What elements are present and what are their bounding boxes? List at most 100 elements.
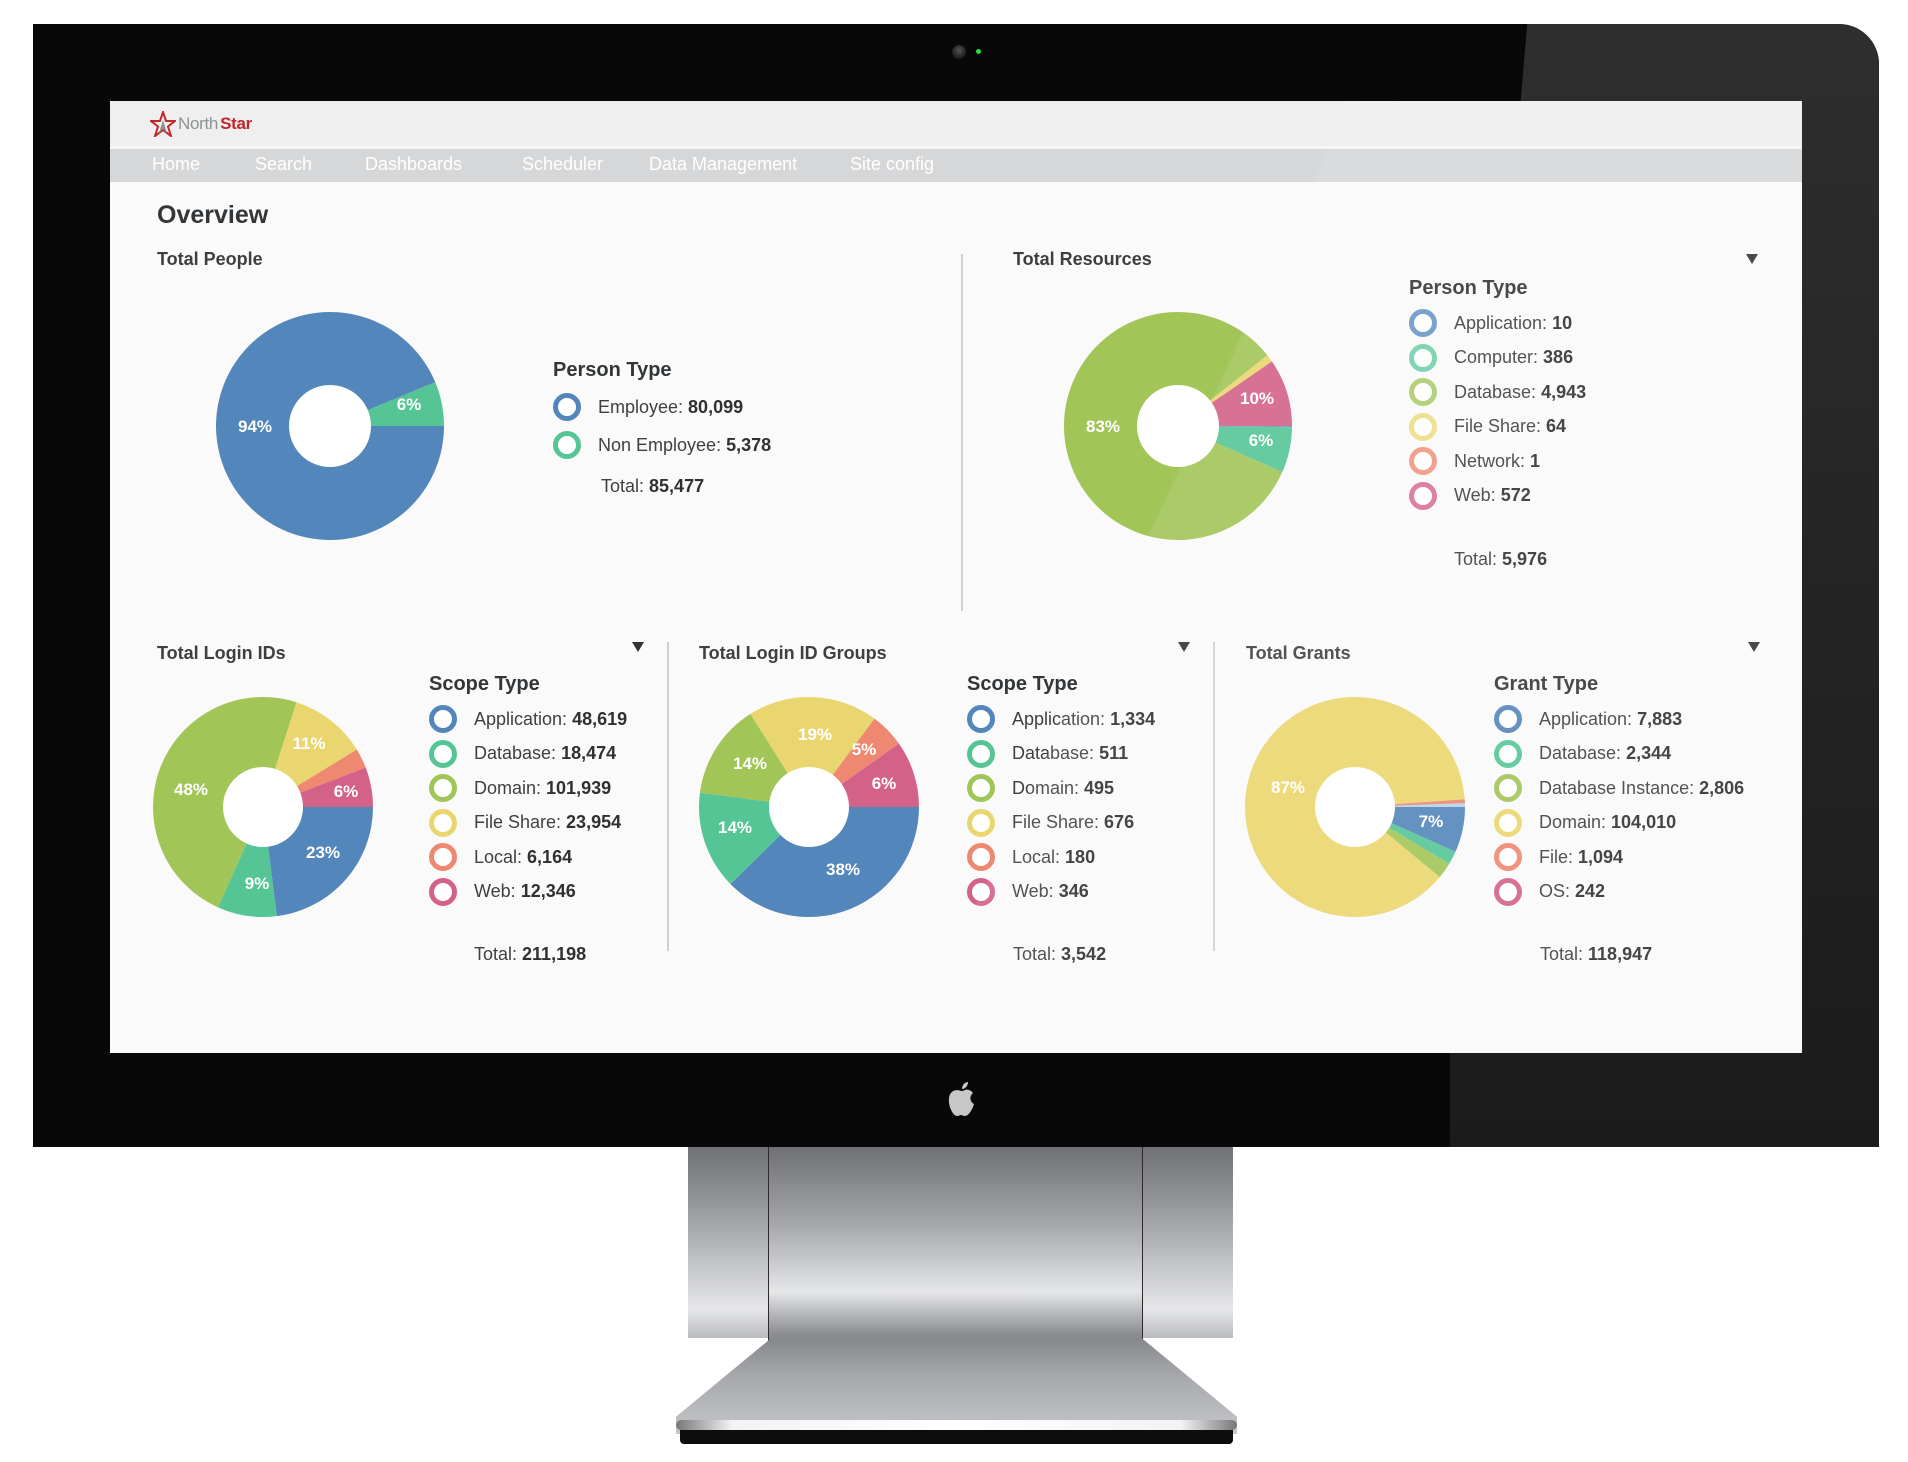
legend-item-database[interactable]: Database: 18,474: [429, 737, 627, 772]
legend-item-file-share[interactable]: File Share: 676: [967, 806, 1155, 841]
legend-item-file[interactable]: File: 1,094: [1494, 840, 1744, 875]
legend-dot-icon: [429, 808, 457, 837]
legend-label: Domain:: [1012, 777, 1080, 798]
legend-item-employee[interactable]: Employee: 80,099: [553, 388, 771, 426]
legend-label: Non Employee:: [598, 434, 722, 455]
slice-percent-label: 5%: [852, 740, 877, 759]
legend-label: File Share:: [1012, 812, 1100, 833]
legend-item-non-employee[interactable]: Non Employee: 5,378: [553, 426, 771, 464]
legend-item-application[interactable]: Application: 7,883: [1494, 702, 1744, 737]
legend-item-database[interactable]: Database: 511: [967, 737, 1155, 772]
pie-slice[interactable]: [730, 807, 919, 917]
legend-item-web[interactable]: Web: 572: [1409, 479, 1586, 514]
donut-hole: [1137, 385, 1219, 467]
legend-dot-icon: [429, 705, 457, 734]
legend-item-local[interactable]: Local: 6,164: [429, 840, 627, 875]
legend-item-os[interactable]: OS: 242: [1494, 875, 1744, 910]
nav-scheduler[interactable]: Scheduler: [522, 154, 604, 174]
total-resources-dropdown-arrow-icon[interactable]: [1746, 254, 1758, 264]
nav-dashboards[interactable]: Dashboards: [365, 154, 463, 174]
legend-dot-icon: [429, 843, 457, 872]
legend-dot-icon: [553, 431, 581, 459]
total-people-donut-chart[interactable]: 94% 6%: [215, 311, 445, 541]
legend-value: 104,010: [1611, 812, 1677, 833]
legend-label: Database:: [1539, 743, 1622, 764]
slice-percent-label: 6%: [872, 774, 897, 793]
northstar-logo[interactable]: North Star: [150, 111, 252, 137]
legend-item-application[interactable]: Application: 48,619: [429, 702, 627, 737]
legend-value: 23,954: [566, 812, 622, 833]
monitor-stand-shadow: [680, 1430, 1233, 1444]
total-people-title: Total People: [157, 249, 263, 269]
legend-item-application[interactable]: Application: 1,334: [967, 702, 1155, 737]
total-login-ids-donut-chart[interactable]: 23% 9% 48% 11% 6%: [152, 696, 374, 918]
pie-slice[interactable]: [750, 697, 875, 807]
total-people-total: Total: 85,477: [601, 476, 704, 497]
legend-item-file-share[interactable]: File Share: 64: [1409, 410, 1586, 445]
total-grants-donut-chart[interactable]: 7% 87%: [1244, 696, 1466, 918]
legend-value: 346: [1058, 881, 1089, 902]
legend-item-web[interactable]: Web: 12,346: [429, 875, 627, 910]
legend-title: Person Type: [553, 359, 672, 381]
total-login-ids-dropdown-arrow-icon[interactable]: [632, 642, 644, 652]
legend-label: File:: [1539, 846, 1574, 867]
monitor-stand-foot: [676, 1338, 1237, 1434]
total-label: Total:: [601, 476, 645, 496]
total-login-id-groups-donut-chart[interactable]: 38% 14% 14% 19% 5% 6%: [698, 696, 920, 918]
legend-item-application[interactable]: Application: 10: [1409, 306, 1586, 341]
legend-value: 180: [1065, 846, 1096, 867]
donut-hole: [289, 385, 371, 467]
legend-dot-icon: [429, 739, 457, 768]
legend-dot-icon: [1494, 877, 1522, 906]
legend-item-domain[interactable]: Domain: 495: [967, 771, 1155, 806]
app-header: North Star: [110, 101, 1802, 146]
total-login-id-groups-total: Total: 3,542: [1013, 944, 1106, 965]
total-login-ids-total: Total: 211,198: [474, 944, 586, 965]
legend-label: Web:: [1012, 881, 1054, 902]
total-grants-total: Total: 118,947: [1540, 944, 1652, 965]
legend-dot-icon: [429, 877, 457, 906]
legend-dot-icon: [1409, 378, 1437, 407]
legend-item-file-share[interactable]: File Share: 23,954: [429, 806, 627, 841]
legend-item-local[interactable]: Local: 180: [967, 840, 1155, 875]
total-login-id-groups-dropdown-arrow-icon[interactable]: [1178, 642, 1190, 652]
nav-home[interactable]: Home: [152, 154, 201, 174]
total-value: 118,947: [1588, 944, 1653, 964]
slice-percent-label: 6%: [397, 395, 422, 414]
legend-value: 386: [1543, 347, 1574, 368]
legend-title: Scope Type: [429, 673, 540, 695]
total-resources-legend: Person Type Application: 10 Computer: 386 …: [1409, 277, 1586, 513]
divider-bottom-right: [1213, 642, 1215, 951]
legend-dot-icon: [1409, 412, 1437, 441]
legend-item-database[interactable]: Database: 4,943: [1409, 375, 1586, 410]
slice-percent-label: 6%: [1249, 431, 1274, 450]
total-resources-total: Total: 5,976: [1454, 549, 1547, 570]
nav-data-management[interactable]: Data Management: [649, 154, 798, 174]
total-grants-dropdown-arrow-icon[interactable]: [1748, 642, 1760, 652]
total-grants-title: Total Grants: [1246, 643, 1351, 663]
legend-item-database[interactable]: Database: 2,344: [1494, 737, 1744, 772]
legend-item-domain[interactable]: Domain: 101,939: [429, 771, 627, 806]
legend-item-computer[interactable]: Computer: 386: [1409, 341, 1586, 376]
legend-item-network[interactable]: Network: 1: [1409, 444, 1586, 479]
total-grants-legend: Grant Type Application: 7,883 Database: 2,…: [1494, 673, 1744, 909]
legend-item-domain[interactable]: Domain: 104,010: [1494, 806, 1744, 841]
legend-value: 676: [1104, 812, 1135, 833]
legend-label: Domain:: [474, 777, 542, 798]
legend-item-web[interactable]: Web: 346: [967, 875, 1155, 910]
nav-site-config[interactable]: Site config: [850, 154, 935, 174]
legend-dot-icon: [1494, 808, 1522, 837]
legend-item-database-instance[interactable]: Database Instance: 2,806: [1494, 771, 1744, 806]
legend-dot-icon: [1494, 774, 1522, 803]
slice-percent-label: 6%: [334, 782, 359, 801]
legend-value: 572: [1500, 485, 1531, 506]
legend-label: Local:: [474, 846, 523, 867]
legend-label: Local:: [1012, 846, 1061, 867]
total-resources-donut-chart[interactable]: 83% 10% 6%: [1063, 311, 1293, 541]
nav-search[interactable]: Search: [255, 154, 313, 174]
legend-label: Employee:: [598, 396, 684, 417]
divider-bottom-left: [667, 642, 669, 951]
legend-label: Database:: [1454, 381, 1537, 402]
page-title: Overview: [157, 201, 269, 229]
legend-label: Application:: [1454, 312, 1548, 333]
